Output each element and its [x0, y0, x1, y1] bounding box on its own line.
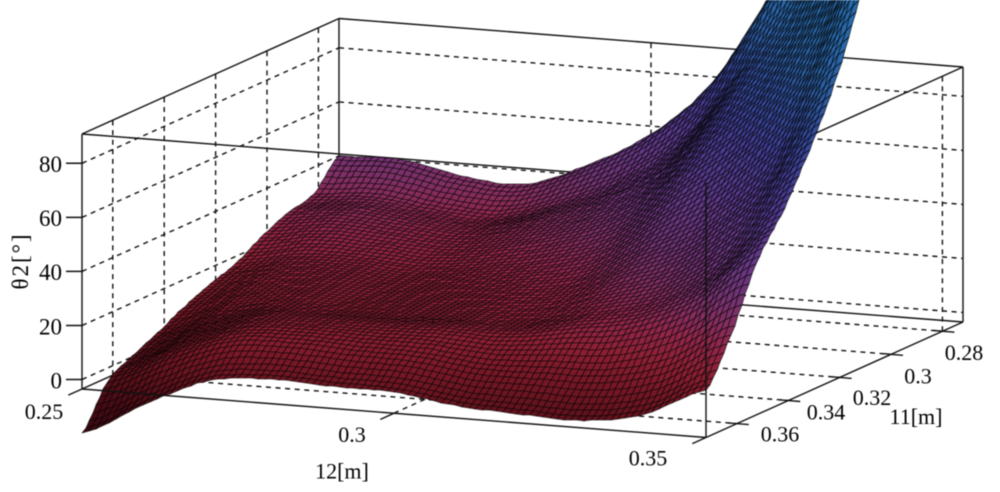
svg-text:12[m]: 12[m]	[315, 459, 369, 484]
svg-text:0.35: 0.35	[629, 446, 668, 471]
svg-text:0.36: 0.36	[761, 422, 800, 447]
svg-text:40: 40	[39, 260, 62, 285]
svg-text:θ2[°]: θ2[°]	[8, 232, 33, 289]
svg-text:0.3: 0.3	[338, 422, 366, 447]
svg-text:0.3: 0.3	[904, 364, 932, 389]
svg-text:60: 60	[39, 206, 62, 231]
svg-text:20: 20	[39, 314, 62, 339]
svg-text:80: 80	[39, 152, 62, 177]
svg-text:11[m]: 11[m]	[890, 404, 943, 429]
svg-text:0: 0	[51, 368, 63, 393]
svg-text:0.34: 0.34	[807, 400, 846, 425]
svg-text:0.25: 0.25	[25, 399, 64, 424]
svg-text:0.28: 0.28	[945, 340, 984, 365]
svg-text:0.32: 0.32	[853, 385, 892, 410]
